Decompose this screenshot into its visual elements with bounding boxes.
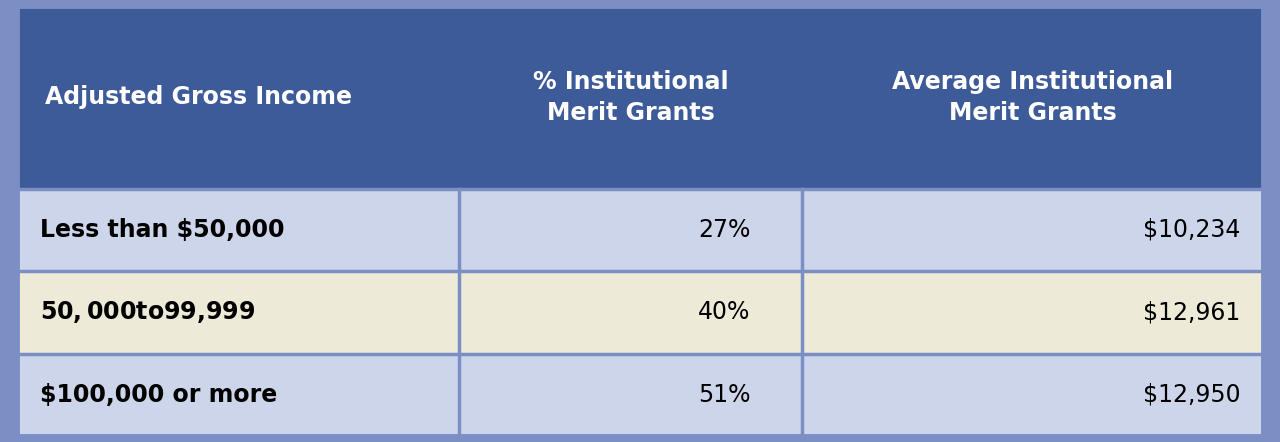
Bar xyxy=(17,271,460,354)
Bar xyxy=(460,354,803,436)
Bar xyxy=(460,189,803,271)
Bar xyxy=(803,271,1263,354)
Text: 51%: 51% xyxy=(698,383,750,407)
Text: Average Institutional
Merit Grants: Average Institutional Merit Grants xyxy=(892,70,1174,125)
Text: Adjusted Gross Income: Adjusted Gross Income xyxy=(45,85,352,109)
Text: % Institutional
Merit Grants: % Institutional Merit Grants xyxy=(532,70,728,125)
Text: 27%: 27% xyxy=(699,218,750,242)
Text: $50,000 to $99,999: $50,000 to $99,999 xyxy=(40,300,255,325)
Bar xyxy=(17,354,460,436)
Bar xyxy=(17,189,460,271)
Bar xyxy=(17,6,1263,189)
Bar xyxy=(460,271,803,354)
Bar xyxy=(803,354,1263,436)
Bar xyxy=(803,189,1263,271)
Text: Less than $50,000: Less than $50,000 xyxy=(40,218,284,242)
Text: $10,234: $10,234 xyxy=(1143,218,1240,242)
Text: $12,961: $12,961 xyxy=(1143,301,1240,324)
Text: $100,000 or more: $100,000 or more xyxy=(40,383,276,407)
Text: $12,950: $12,950 xyxy=(1143,383,1240,407)
Text: 40%: 40% xyxy=(699,301,750,324)
